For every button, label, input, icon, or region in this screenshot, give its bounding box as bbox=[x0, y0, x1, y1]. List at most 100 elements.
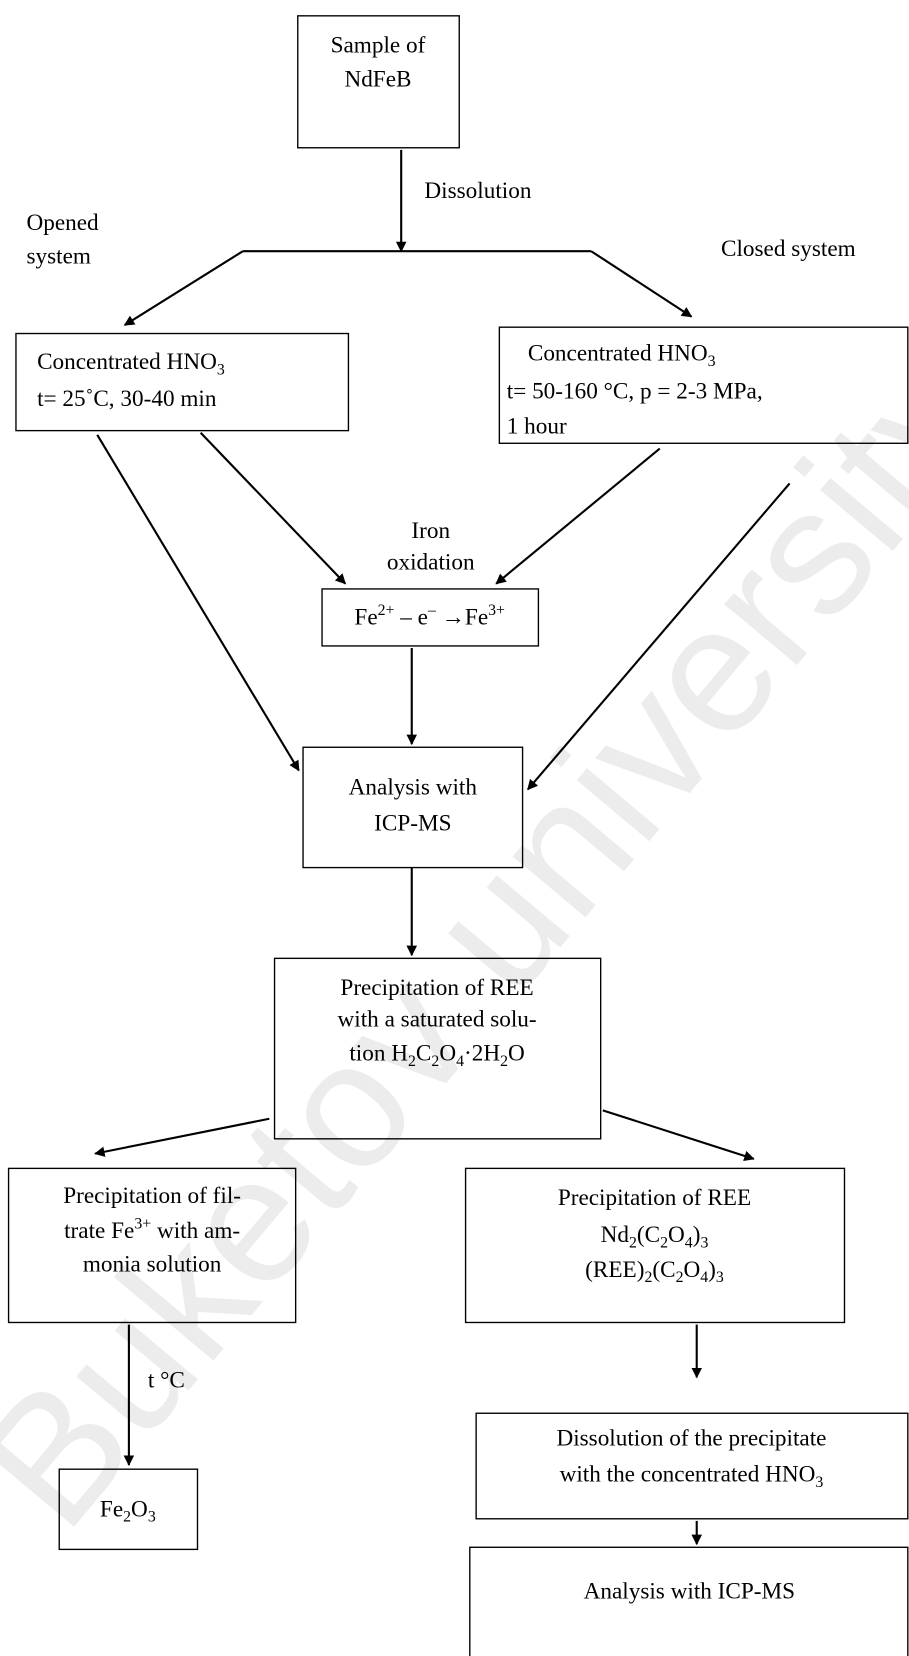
text-run: Concentrated HNO bbox=[37, 349, 217, 375]
process-box bbox=[464, 1167, 846, 1324]
text-run: tion H bbox=[349, 1041, 408, 1067]
node-text: Nd2​(C2​O4​)3​ bbox=[601, 1222, 709, 1251]
process-box bbox=[15, 332, 350, 432]
text-run: O bbox=[439, 1041, 456, 1067]
node-text: 1 hour bbox=[507, 414, 567, 440]
watermark: Buketov university bbox=[0, 319, 909, 1563]
node-text: monia solution bbox=[83, 1252, 222, 1278]
node-text: Analysis with bbox=[349, 775, 478, 801]
subscript: 3 bbox=[815, 1474, 823, 1491]
superscript: 3+ bbox=[134, 1215, 151, 1232]
node-text: with a saturated solu- bbox=[338, 1007, 537, 1033]
node-text: Dissolution of the precipitate bbox=[556, 1426, 826, 1452]
text-run: Iron bbox=[411, 518, 450, 544]
text-run: Precipitation of fil- bbox=[63, 1183, 241, 1209]
process-box bbox=[297, 15, 460, 149]
node-text: trate Fe3+​ with am- bbox=[64, 1215, 240, 1244]
process-box bbox=[273, 957, 602, 1140]
subscript: 2 bbox=[660, 1234, 668, 1251]
node-text: NdFeB bbox=[344, 67, 411, 93]
node-text: Precipitation of fil- bbox=[63, 1183, 241, 1209]
text-run: Precipitation of REE bbox=[558, 1185, 751, 1211]
text-run: Concentrated HNO bbox=[528, 341, 708, 367]
text-run: (C bbox=[637, 1222, 660, 1248]
text-run: O bbox=[508, 1041, 525, 1067]
text-run: Dissolution of the precipitate bbox=[556, 1426, 826, 1452]
text-run: (REE) bbox=[585, 1257, 644, 1283]
text-run: Analysis with bbox=[349, 775, 478, 801]
text-run: with am- bbox=[151, 1218, 240, 1244]
text-run: (C bbox=[652, 1257, 675, 1283]
text-run: ) bbox=[693, 1222, 701, 1248]
subscript: 3 bbox=[708, 353, 716, 370]
process-box bbox=[7, 1167, 297, 1324]
connectors bbox=[94, 149, 791, 1546]
edge-label: oxidation bbox=[387, 550, 475, 576]
node-text: Fe2​O3​ bbox=[100, 1497, 156, 1526]
text-run: ICP-MS bbox=[374, 811, 451, 837]
text-run: 1 hour bbox=[507, 414, 567, 440]
text-run: monia solution bbox=[83, 1252, 222, 1278]
text-run: t= 50-160 °C, p = 2-3 MPa, bbox=[507, 379, 763, 405]
text-run: Closed system bbox=[721, 237, 856, 263]
edge-label: Iron bbox=[411, 518, 450, 544]
text-run: ) bbox=[708, 1257, 716, 1283]
node-text: ICP-MS bbox=[374, 811, 451, 837]
superscript: 2+ bbox=[378, 602, 395, 619]
text-run: Dissolution bbox=[424, 178, 531, 204]
text-run: oxidation bbox=[387, 550, 475, 576]
subscript: 3 bbox=[700, 1234, 708, 1251]
node-text: Precipitation of REE bbox=[340, 975, 533, 1001]
text-run: with a saturated solu- bbox=[338, 1007, 537, 1033]
process-box bbox=[469, 1546, 909, 1656]
text-run: Sample of bbox=[331, 33, 426, 59]
subscript: 2 bbox=[629, 1234, 637, 1251]
text-run: Precipitation of REE bbox=[340, 975, 533, 1001]
process-box bbox=[302, 746, 524, 869]
subscript: 3 bbox=[148, 1508, 156, 1525]
edge-label: Opened bbox=[27, 210, 100, 236]
subscript: 2 bbox=[431, 1052, 439, 1069]
text-run: →Fe bbox=[436, 605, 488, 631]
node-text: Concentrated HNO3​ bbox=[37, 349, 225, 378]
node-text: tion H2​C2​O4​·2H2​O bbox=[349, 1041, 524, 1070]
text-run: trate Fe bbox=[64, 1218, 134, 1244]
text-run: t= 25˚C, 30-40 min bbox=[37, 386, 217, 412]
text-run: with the concentrated HNO bbox=[560, 1462, 816, 1488]
subscript: 2 bbox=[123, 1508, 131, 1525]
node-text: t= 50-160 °C, p = 2-3 MPa, bbox=[507, 379, 763, 405]
subscript: 3 bbox=[716, 1269, 724, 1286]
process-box bbox=[321, 588, 540, 647]
subscript: 4 bbox=[456, 1052, 464, 1069]
node-text: Fe2+​ – e–​ →Fe3+​ bbox=[354, 602, 505, 631]
text-run: C bbox=[416, 1041, 431, 1067]
subscript: 4 bbox=[685, 1234, 693, 1251]
node-text: Analysis with ICP-MS bbox=[584, 1579, 795, 1605]
node-text: Concentrated HNO3​ bbox=[528, 341, 716, 370]
text-run: Fe bbox=[100, 1497, 123, 1523]
text-run: O bbox=[683, 1257, 700, 1283]
text-run: Opened bbox=[27, 210, 100, 236]
subscript: 2 bbox=[644, 1269, 652, 1286]
text-run: ·2H bbox=[464, 1041, 500, 1067]
edge-label: Dissolution bbox=[424, 178, 531, 204]
text-run: system bbox=[27, 244, 91, 270]
node-text: with the concentrated HNO3​ bbox=[560, 1462, 824, 1491]
text-run: NdFeB bbox=[344, 67, 411, 93]
edge-label: system bbox=[27, 244, 91, 270]
node-text: (REE)2​(C2​O4​)3​ bbox=[585, 1257, 724, 1286]
text-run: Nd bbox=[601, 1222, 630, 1248]
node-text: t= 25˚C, 30-40 min bbox=[37, 386, 217, 412]
text-run: t °C bbox=[148, 1368, 185, 1394]
subscript: 3 bbox=[217, 361, 225, 378]
text-run: Analysis with ICP-MS bbox=[584, 1579, 795, 1605]
edge-label: t °C bbox=[148, 1368, 185, 1394]
superscript: 3+ bbox=[488, 602, 505, 619]
process-box bbox=[58, 1468, 199, 1551]
subscript: 4 bbox=[700, 1269, 708, 1286]
node-text: Precipitation of REE bbox=[558, 1185, 751, 1211]
text-run: – e bbox=[394, 605, 428, 631]
subscript: 2 bbox=[408, 1052, 416, 1069]
text-run: Fe bbox=[354, 605, 377, 631]
